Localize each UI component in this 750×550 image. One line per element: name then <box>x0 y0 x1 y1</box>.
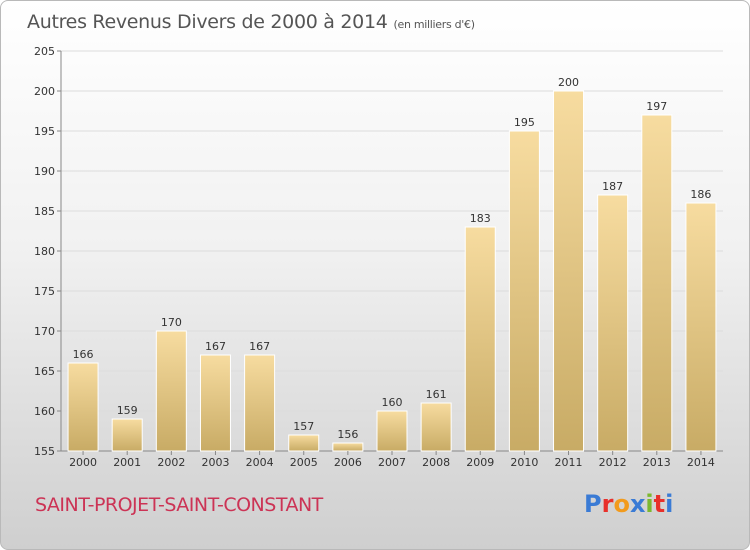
y-tick-label: 180 <box>34 245 55 258</box>
bar-2011 <box>553 90 585 452</box>
x-tick-label-2001: 2001 <box>113 456 141 469</box>
x-tick-label-2011: 2011 <box>555 456 583 469</box>
logo-letter: i <box>665 490 674 518</box>
x-tick-label-2008: 2008 <box>422 456 450 469</box>
bar-2003 <box>199 354 231 452</box>
value-label-2004: 167 <box>249 340 270 353</box>
y-tick-label: 170 <box>34 325 55 338</box>
y-tick-labels: 155 160 165 170 175 180 185 190 195 200 205 <box>34 45 55 458</box>
value-label-2009: 183 <box>470 212 491 225</box>
value-label-2013: 197 <box>646 100 667 113</box>
proxiti-logo: Proxiti <box>584 490 673 518</box>
bar-2012 <box>597 194 629 452</box>
bar-2005 <box>288 434 320 452</box>
x-tick-labels: 2000 2001 2002 2003 2004 2005 2006 2007 2008 2009… <box>69 451 715 469</box>
y-tick-label: 165 <box>34 365 55 378</box>
x-tick-label-2004: 2004 <box>246 456 274 469</box>
x-tick-label-2010: 2010 <box>510 456 538 469</box>
y-tick-label: 175 <box>34 285 55 298</box>
value-labels: 166 159 170 167 167 157 156 160 161 183 195 200 187 1… <box>73 76 712 441</box>
x-tick-label-2012: 2012 <box>599 456 627 469</box>
value-label-2011: 200 <box>558 76 579 89</box>
logo-letter: t <box>653 490 666 518</box>
logo-letter: P <box>584 490 602 518</box>
value-label-2005: 157 <box>293 420 314 433</box>
x-tick-label-2003: 2003 <box>201 456 229 469</box>
bar-2006 <box>332 442 364 452</box>
value-label-2012: 187 <box>602 180 623 193</box>
logo-letter: r <box>601 490 614 518</box>
value-label-2014: 186 <box>690 188 711 201</box>
bar-2004 <box>244 354 276 452</box>
chart-unit: (en milliers d'€) <box>393 18 475 31</box>
x-tick-label-2002: 2002 <box>157 456 185 469</box>
value-label-2002: 170 <box>161 316 182 329</box>
y-tick-label: 205 <box>34 45 55 58</box>
bars <box>67 90 717 452</box>
bar-2000 <box>67 362 99 452</box>
bar-2014 <box>685 202 717 452</box>
bar-2001 <box>111 418 143 452</box>
bar-2009 <box>464 226 496 452</box>
bar-2013 <box>641 114 673 452</box>
x-tick-label-2006: 2006 <box>334 456 362 469</box>
value-label-2000: 166 <box>73 348 94 361</box>
x-tick-label-2014: 2014 <box>687 456 715 469</box>
value-label-2003: 167 <box>205 340 226 353</box>
x-tick-label-2009: 2009 <box>466 456 494 469</box>
y-tick-label: 160 <box>34 405 55 418</box>
bar-2007 <box>376 410 408 452</box>
y-tick-label: 190 <box>34 165 55 178</box>
chart-title: Autres Revenus Divers de 2000 à 2014 (en … <box>27 11 475 33</box>
logo-letter: o <box>613 490 630 518</box>
bar-2002 <box>155 330 187 452</box>
y-tick-label: 200 <box>34 85 55 98</box>
x-tick-label-2007: 2007 <box>378 456 406 469</box>
value-label-2001: 159 <box>117 404 138 417</box>
y-tick-label: 185 <box>34 205 55 218</box>
value-label-2007: 160 <box>382 396 403 409</box>
value-label-2010: 195 <box>514 116 535 129</box>
x-tick-label-2000: 2000 <box>69 456 97 469</box>
logo-letter: i <box>645 490 654 518</box>
x-tick-label-2005: 2005 <box>290 456 318 469</box>
chart-title-text: Autres Revenus Divers de 2000 à 2014 <box>27 11 388 33</box>
commune-name: SAINT-PROJET-SAINT-CONSTANT <box>35 494 323 516</box>
y-tick-label: 195 <box>34 125 55 138</box>
bar-2010 <box>508 130 540 452</box>
logo-letter: x <box>629 490 646 518</box>
x-tick-label-2013: 2013 <box>643 456 671 469</box>
bar-2008 <box>420 402 452 452</box>
value-label-2008: 161 <box>426 388 447 401</box>
value-label-2006: 156 <box>337 428 358 441</box>
y-tick-label: 155 <box>34 445 55 458</box>
